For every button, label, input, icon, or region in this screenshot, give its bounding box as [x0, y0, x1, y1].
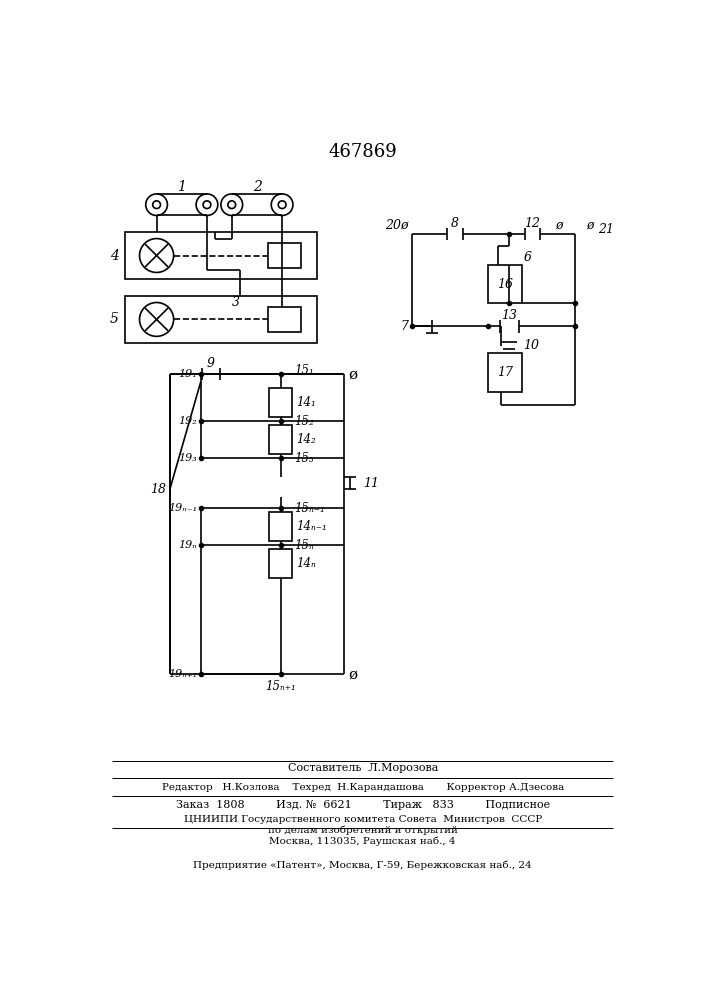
Text: ø: ø	[349, 367, 358, 381]
Circle shape	[153, 201, 160, 209]
Text: 15ₙ₊₁: 15ₙ₊₁	[265, 680, 296, 693]
Text: 7: 7	[400, 320, 409, 333]
Circle shape	[139, 239, 174, 272]
Circle shape	[203, 201, 211, 209]
Text: 16: 16	[497, 278, 513, 291]
Text: 19₃: 19₃	[178, 453, 197, 463]
Text: 14ₙ: 14ₙ	[296, 557, 316, 570]
Text: 4: 4	[110, 249, 119, 263]
Circle shape	[221, 194, 243, 215]
Bar	[269, 512, 292, 541]
Text: ø: ø	[556, 218, 563, 231]
Text: ø: ø	[349, 667, 358, 681]
Text: 14ₙ₋₁: 14ₙ₋₁	[296, 520, 327, 533]
Bar	[268, 243, 300, 268]
Bar	[488, 353, 522, 392]
Text: 2: 2	[253, 180, 262, 194]
Text: 9: 9	[207, 357, 215, 370]
Text: 15₃: 15₃	[295, 452, 315, 465]
Circle shape	[146, 194, 168, 215]
Text: 13: 13	[501, 309, 518, 322]
Text: 14₂: 14₂	[296, 433, 316, 446]
Circle shape	[279, 201, 286, 209]
Bar	[269, 425, 292, 454]
Text: 15ₙ₋₁: 15ₙ₋₁	[295, 502, 325, 515]
Bar	[268, 307, 300, 332]
Text: 5: 5	[110, 312, 119, 326]
Text: 6: 6	[523, 251, 531, 264]
Text: 10: 10	[523, 339, 539, 352]
Text: 3: 3	[232, 296, 240, 309]
Text: 15₁: 15₁	[295, 364, 315, 377]
Text: ЦНИИПИ Государственного комитета Совета  Министров  СССР: ЦНИИПИ Государственного комитета Совета …	[184, 815, 542, 824]
Text: 20ø: 20ø	[385, 218, 409, 231]
Text: 19₁: 19₁	[178, 369, 197, 379]
Text: Редактор   Н.Козлова    Техред  Н.Карандашова       Корректор А.Дзесова: Редактор Н.Козлова Техред Н.Карандашова …	[162, 783, 564, 792]
Text: Заказ  1808         Изд. №  6621         Тираж   833         Подписное: Заказ 1808 Изд. № 6621 Тираж 833 Подписн…	[175, 800, 550, 810]
Text: 19ₙ₊₁: 19ₙ₊₁	[168, 669, 197, 679]
Text: 15₂: 15₂	[295, 415, 315, 428]
Bar	[125, 296, 317, 343]
Text: 11: 11	[363, 477, 380, 490]
Circle shape	[139, 302, 174, 336]
Text: 12: 12	[525, 217, 540, 230]
Text: 14₁: 14₁	[296, 396, 316, 409]
Text: 19ₙ: 19ₙ	[178, 540, 197, 550]
Text: 15ₙ: 15ₙ	[295, 539, 315, 552]
Text: 18: 18	[150, 483, 166, 496]
Text: 21: 21	[598, 223, 614, 236]
Circle shape	[271, 194, 293, 215]
Text: по делам изобретений и открытий: по делам изобретений и открытий	[268, 826, 457, 835]
Text: Москва, 113035, Раушская наб., 4: Москва, 113035, Раушская наб., 4	[269, 837, 456, 846]
Bar	[125, 232, 317, 279]
Text: 17: 17	[497, 366, 513, 379]
Bar	[269, 549, 292, 578]
Bar	[488, 265, 522, 303]
Text: 19₂: 19₂	[178, 416, 197, 426]
Text: Предприятие «Патент», Москва, Г-59, Бережковская наб., 24: Предприятие «Патент», Москва, Г-59, Бере…	[194, 861, 532, 870]
Circle shape	[196, 194, 218, 215]
Text: 19ₙ₋₁: 19ₙ₋₁	[168, 503, 197, 513]
Text: 467869: 467869	[328, 143, 397, 161]
Text: Составитель  Л.Морозова: Составитель Л.Морозова	[288, 763, 438, 773]
Text: 1: 1	[177, 180, 186, 194]
Circle shape	[228, 201, 235, 209]
Text: ø: ø	[587, 218, 594, 231]
Text: 8: 8	[451, 217, 459, 230]
Bar	[269, 388, 292, 417]
